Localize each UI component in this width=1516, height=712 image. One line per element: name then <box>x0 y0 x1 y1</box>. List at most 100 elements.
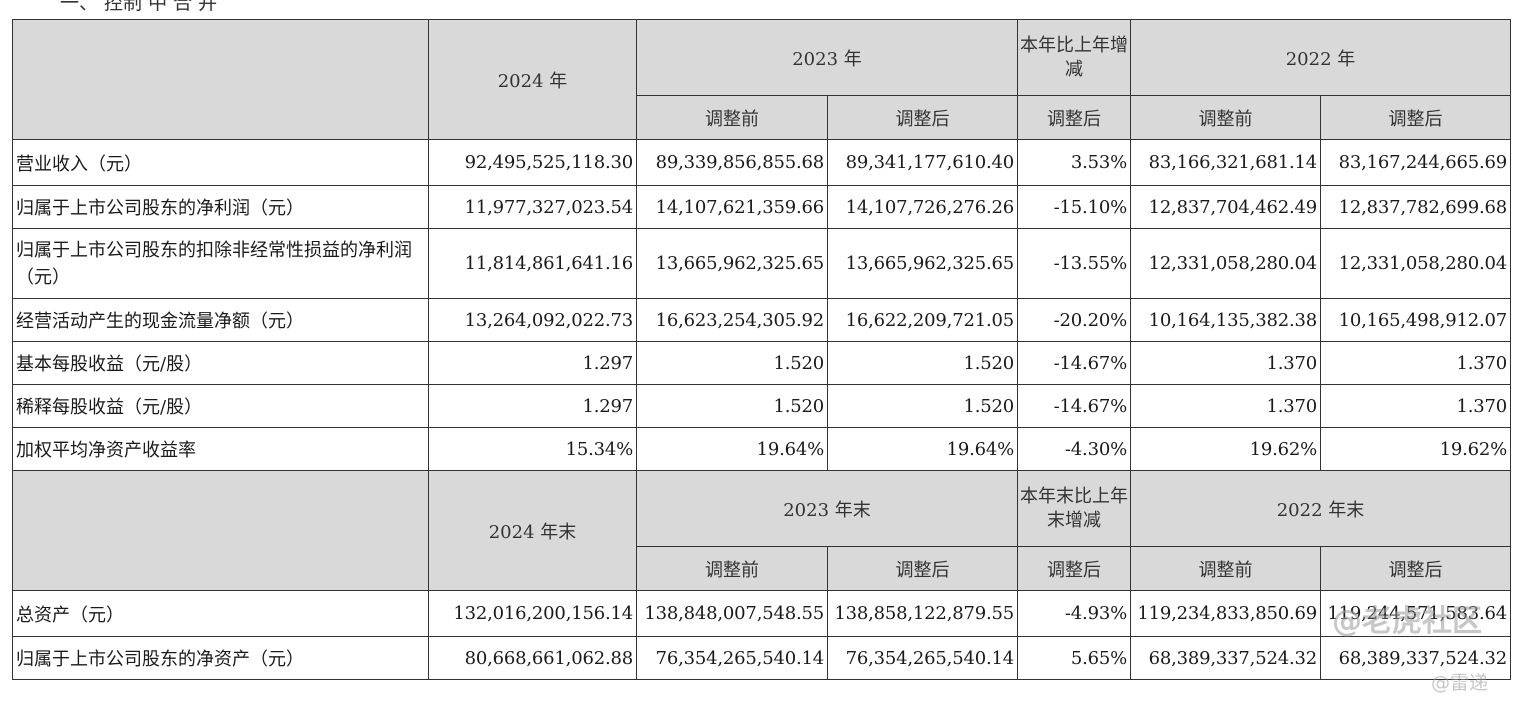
value-cell: 16,623,254,305.92 <box>636 298 828 342</box>
value-cell: 1.370 <box>1320 341 1511 385</box>
value-cell: 83,166,321,681.14 <box>1130 139 1321 186</box>
value-cell: 89,339,856,855.68 <box>636 139 828 186</box>
header-change-after: 调整后 <box>1017 95 1131 140</box>
header-blank-cell <box>12 19 429 140</box>
header-2022-after: 调整后 <box>1320 95 1511 140</box>
value-cell: 76,354,265,540.14 <box>636 636 828 680</box>
value-cell: 1.370 <box>1320 384 1511 428</box>
value-cell: 138,858,122,879.55 <box>827 590 1018 637</box>
header-row-years: 2024 年 2023 年 本年比上年增减 2022 年 <box>12 19 1511 140</box>
value-cell: 68,389,337,524.32 <box>1130 636 1321 680</box>
value-cell: 13,665,962,325.65 <box>827 228 1018 299</box>
section-heading-fragment: 一、 控制 中 合 并 <box>60 0 218 14</box>
header-2023: 2023 年 <box>636 19 1018 96</box>
value-cell: 10,164,135,382.38 <box>1130 298 1321 342</box>
table-row: 基本每股收益（元/股） 1.297 1.520 1.520 -14.67% 1.370 1.… <box>12 341 1511 385</box>
value-cell: 10,165,498,912.07 <box>1320 298 1511 342</box>
header-2024-end: 2024 年末 <box>428 470 637 591</box>
value-cell: 12,837,704,462.49 <box>1130 185 1321 229</box>
header-row-adjust: 调整前 调整后 调整后 调整前 调整后 <box>13 95 1511 140</box>
header-2022-end-before: 调整前 <box>1130 546 1321 591</box>
table-row: 总资产（元） 132,016,200,156.14 138,848,007,548.… <box>12 590 1511 637</box>
value-cell: 11,814,861,641.16 <box>428 228 637 299</box>
table-row: 归属于上市公司股东的净资产（元） 80,668,661,062.88 76,354,… <box>12 636 1511 680</box>
value-cell: 15.34% <box>428 427 637 471</box>
header-2022: 2022 年 <box>1130 19 1511 96</box>
header-2023-end-before: 调整前 <box>636 546 828 591</box>
row-label: 加权平均净资产收益率 <box>12 427 429 471</box>
value-cell: 14,107,621,359.66 <box>636 185 828 229</box>
row-label: 稀释每股收益（元/股） <box>12 384 429 428</box>
value-cell: -14.67% <box>1017 384 1131 428</box>
value-cell: 13,665,962,325.65 <box>636 228 828 299</box>
value-cell: 119,234,833,850.69 <box>1130 590 1321 637</box>
value-cell: 19.62% <box>1130 427 1321 471</box>
financial-summary-table: 2024 年 2023 年 本年比上年增减 2022 年 调整前 调整后 调整后… <box>12 19 1511 680</box>
header-yoy-change: 本年比上年增减 <box>1017 19 1131 96</box>
value-cell: 89,341,177,610.40 <box>827 139 1018 186</box>
header-2023-before: 调整前 <box>636 95 828 140</box>
row-label: 归属于上市公司股东的净利润（元） <box>12 185 429 229</box>
value-cell: 12,837,782,699.68 <box>1320 185 1511 229</box>
value-cell: -15.10% <box>1017 185 1131 229</box>
watermark-user: @雷递 <box>1430 672 1488 694</box>
table-row: 归属于上市公司股东的净利润（元） 11,977,327,023.54 14,107,… <box>12 185 1511 229</box>
value-cell: 80,668,661,062.88 <box>428 636 637 680</box>
table-row: 经营活动产生的现金流量净额（元） 13,264,092,022.73 16,623,… <box>12 298 1511 342</box>
value-cell: 92,495,525,118.30 <box>428 139 637 186</box>
value-cell: 12,331,058,280.04 <box>1320 228 1511 299</box>
value-cell: 11,977,327,023.54 <box>428 185 637 229</box>
row-label: 基本每股收益（元/股） <box>12 341 429 385</box>
header-2024: 2024 年 <box>428 19 637 140</box>
header-2023-end: 2023 年末 <box>636 470 1018 547</box>
table-row: 加权平均净资产收益率 15.34% 19.64% 19.64% -4.30% 19.62%… <box>12 427 1511 471</box>
value-cell: 1.520 <box>827 341 1018 385</box>
value-cell: 19.62% <box>1320 427 1511 471</box>
header-2022-end-after: 调整后 <box>1320 546 1511 591</box>
row-label: 营业收入（元） <box>12 139 429 186</box>
row-label: 归属于上市公司股东的净资产（元） <box>12 636 429 680</box>
value-cell: 14,107,726,276.26 <box>827 185 1018 229</box>
value-cell: 1.370 <box>1130 384 1321 428</box>
value-cell: 1.297 <box>428 384 637 428</box>
value-cell: 119,244,571,583.64 <box>1320 590 1511 637</box>
value-cell: 76,354,265,540.14 <box>827 636 1018 680</box>
value-cell: 19.64% <box>827 427 1018 471</box>
value-cell: 132,016,200,156.14 <box>428 590 637 637</box>
header-change-end-after: 调整后 <box>1017 546 1131 591</box>
header-row-adjust-end: 调整前 调整后 调整后 调整前 调整后 <box>13 546 1511 591</box>
value-cell: -4.30% <box>1017 427 1131 471</box>
header-blank-cell <box>12 470 429 591</box>
value-cell: 5.65% <box>1017 636 1131 680</box>
value-cell: 12,331,058,280.04 <box>1130 228 1321 299</box>
value-cell: 1.370 <box>1130 341 1321 385</box>
value-cell: -20.20% <box>1017 298 1131 342</box>
value-cell: 1.520 <box>827 384 1018 428</box>
watermark-brand: @老虎社区 <box>1332 604 1482 639</box>
value-cell: 83,167,244,665.69 <box>1320 139 1511 186</box>
header-yoy-change-end: 本年末比上年末增减 <box>1017 470 1131 547</box>
value-cell: 68,389,337,524.32 <box>1320 636 1511 680</box>
table-row: 营业收入（元） 92,495,525,118.30 89,339,856,855.6… <box>12 139 1511 186</box>
header-2023-after: 调整后 <box>827 95 1018 140</box>
header-2023-end-after: 调整后 <box>827 546 1018 591</box>
value-cell: 3.53% <box>1017 139 1131 186</box>
value-cell: 19.64% <box>636 427 828 471</box>
value-cell: -4.93% <box>1017 590 1131 637</box>
value-cell: 138,848,007,548.55 <box>636 590 828 637</box>
value-cell: -14.67% <box>1017 341 1131 385</box>
header-row-years-end: 2024 年末 2023 年末 本年末比上年末增减 2022 年末 <box>12 470 1511 591</box>
header-2022-end: 2022 年末 <box>1130 470 1511 547</box>
header-2022-before: 调整前 <box>1130 95 1321 140</box>
row-label: 归属于上市公司股东的扣除非经常性损益的净利润（元） <box>12 228 429 299</box>
table-row: 归属于上市公司股东的扣除非经常性损益的净利润（元） 11,814,861,641.… <box>12 228 1511 299</box>
value-cell: 1.520 <box>636 341 828 385</box>
value-cell: 16,622,209,721.05 <box>827 298 1018 342</box>
value-cell: 13,264,092,022.73 <box>428 298 637 342</box>
row-label: 经营活动产生的现金流量净额（元） <box>12 298 429 342</box>
row-label: 总资产（元） <box>12 590 429 637</box>
table-row: 稀释每股收益（元/股） 1.297 1.520 1.520 -14.67% 1.370 1.… <box>12 384 1511 428</box>
value-cell: 1.520 <box>636 384 828 428</box>
value-cell: -13.55% <box>1017 228 1131 299</box>
value-cell: 1.297 <box>428 341 637 385</box>
